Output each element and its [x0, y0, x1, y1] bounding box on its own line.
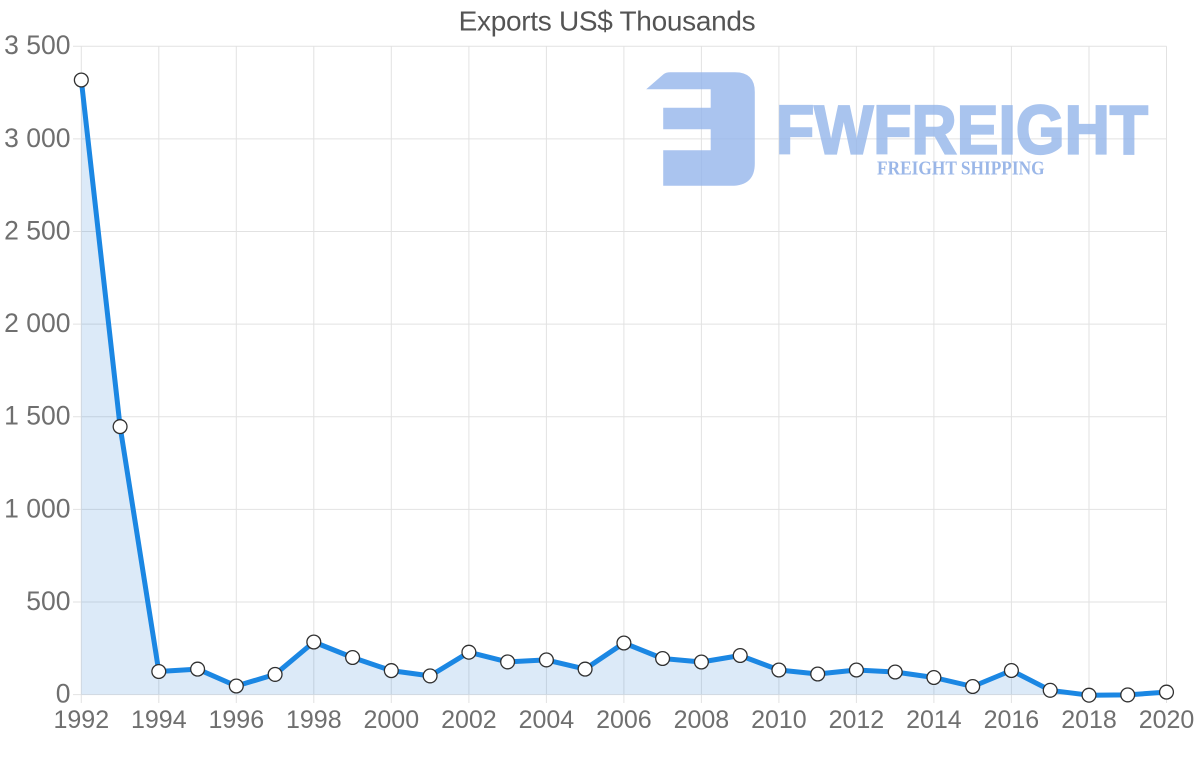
- svg-text:1 500: 1 500: [4, 401, 70, 431]
- svg-text:2006: 2006: [596, 706, 652, 734]
- svg-text:2008: 2008: [674, 706, 730, 734]
- svg-text:1994: 1994: [131, 706, 187, 734]
- svg-text:500: 500: [26, 586, 70, 616]
- svg-text:2014: 2014: [906, 706, 962, 734]
- svg-text:0: 0: [56, 679, 71, 709]
- svg-text:2 500: 2 500: [4, 215, 70, 245]
- svg-text:2020: 2020: [1139, 706, 1195, 734]
- svg-text:2010: 2010: [751, 706, 807, 734]
- svg-text:2 000: 2 000: [4, 308, 70, 338]
- svg-text:2004: 2004: [519, 706, 575, 734]
- svg-text:1998: 1998: [286, 706, 342, 734]
- svg-text:2012: 2012: [829, 706, 885, 734]
- svg-text:2002: 2002: [441, 706, 497, 734]
- svg-text:1 000: 1 000: [4, 493, 70, 523]
- svg-text:2016: 2016: [984, 706, 1040, 734]
- svg-text:3 500: 3 500: [4, 30, 70, 60]
- svg-text:Exports US$ Thousands: Exports US$ Thousands: [459, 6, 756, 37]
- svg-text:1992: 1992: [53, 706, 109, 734]
- svg-text:FREIGHT SHIPPING: FREIGHT SHIPPING: [877, 158, 1045, 180]
- svg-text:3 000: 3 000: [4, 123, 70, 153]
- svg-text:2000: 2000: [363, 706, 419, 734]
- svg-text:1996: 1996: [208, 706, 264, 734]
- svg-text:FWFREIGHT: FWFREIGHT: [776, 91, 1148, 168]
- svg-text:2018: 2018: [1061, 706, 1117, 734]
